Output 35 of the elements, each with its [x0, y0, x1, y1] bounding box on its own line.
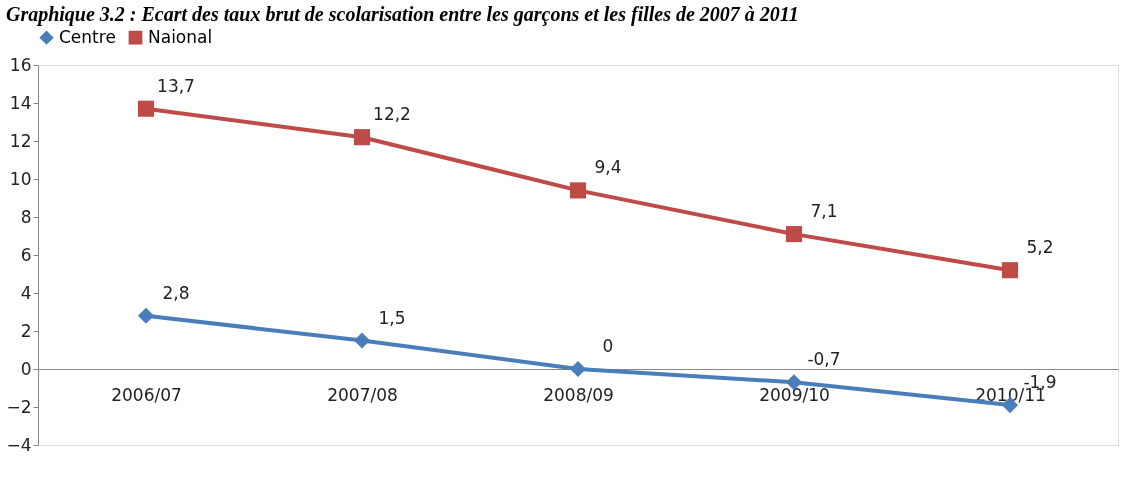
chart-title: Graphique 3.2 : Ecart des taux brut de scolarisation entre les garçons et les filles de 2007 à 2011: [5, 3, 799, 26]
data-label: 13,7: [157, 75, 195, 96]
y-tick-label: −2: [6, 396, 32, 417]
data-label: 9,4: [594, 157, 622, 178]
point: [353, 332, 371, 349]
x-tick-label: 2009/10: [759, 384, 830, 405]
point: [569, 360, 587, 378]
y-tick-label: 16: [9, 54, 32, 75]
point: [785, 226, 803, 243]
data-label: 1,5: [378, 307, 406, 328]
y-tick-label: 0: [20, 358, 32, 379]
data-label: 5,2: [1026, 237, 1054, 258]
y-tick-label: 2: [20, 320, 32, 341]
x-tick-label: 2006/07: [111, 384, 182, 405]
point: [569, 182, 587, 199]
y-tick-label: 10: [9, 168, 32, 189]
data-label: 12,2: [373, 104, 411, 125]
y-tick-label: 14: [9, 92, 32, 113]
point: [1001, 262, 1019, 279]
y-tick-label: −4: [6, 434, 32, 455]
legend-label: Centre: [59, 26, 116, 47]
x-tick-label: 2007/08: [327, 384, 398, 405]
data-label: 0: [602, 336, 614, 356]
y-tick-label: 6: [20, 244, 32, 265]
point: [137, 100, 155, 117]
y-tick-label: 4: [20, 282, 32, 303]
point: [137, 307, 155, 324]
legend-label: Naional: [148, 26, 213, 47]
y-tick-label: 8: [20, 206, 32, 227]
data-label: 2,8: [162, 282, 190, 303]
x-tick-label: 2008/09: [543, 384, 614, 405]
y-tick-label: 12: [9, 130, 32, 151]
data-label: 7,1: [810, 201, 838, 222]
point: [353, 129, 371, 146]
data-label: -0,7: [807, 349, 841, 370]
